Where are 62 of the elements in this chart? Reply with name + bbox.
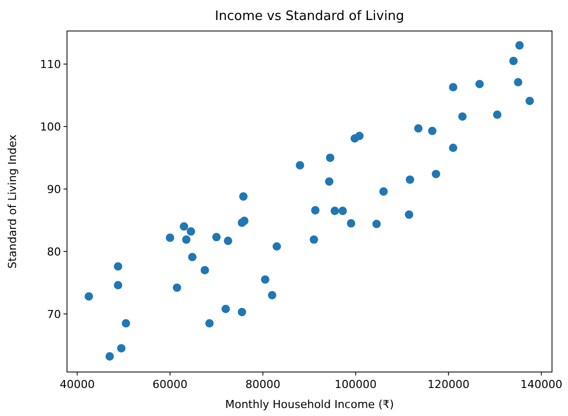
point: [296, 161, 304, 170]
point: [372, 220, 381, 228]
point: [117, 344, 126, 352]
x-tick-label: 100000: [334, 378, 377, 391]
point: [475, 80, 484, 88]
point: [311, 206, 320, 214]
y-tick-label: 100: [40, 120, 61, 134]
x-tick-label: 60000: [152, 378, 188, 391]
y-tick-label: 90: [47, 182, 61, 196]
point: [404, 210, 414, 219]
point: [172, 283, 182, 292]
point: [514, 78, 522, 86]
point: [428, 126, 436, 136]
point: [114, 280, 122, 290]
point: [493, 110, 502, 119]
point: [114, 262, 122, 271]
point: [166, 234, 174, 242]
point: [240, 216, 248, 226]
point: [414, 124, 423, 133]
point: [379, 187, 388, 196]
point: [515, 41, 524, 50]
point: [212, 232, 221, 242]
y-tick-label: 110: [40, 58, 61, 71]
point: [200, 266, 210, 274]
point: [346, 219, 356, 228]
point: [310, 235, 318, 244]
point: [448, 144, 458, 152]
point: [238, 308, 246, 316]
point: [260, 275, 270, 284]
point: [325, 177, 334, 186]
point: [458, 112, 467, 121]
point: [188, 252, 197, 262]
y-tick-label: 70: [47, 308, 61, 321]
x-tick-label: 40000: [60, 378, 95, 391]
point: [448, 83, 458, 92]
point: [432, 170, 440, 178]
point: [182, 235, 190, 244]
point: [106, 352, 114, 361]
point: [186, 227, 196, 236]
point: [326, 154, 334, 162]
point: [406, 175, 414, 184]
point: [268, 290, 276, 300]
point: [355, 132, 364, 140]
y-axis-title: Standard of Living Index: [6, 134, 19, 269]
x-tick-label: 80000: [245, 378, 280, 391]
point: [222, 304, 230, 314]
x-tick-label: 120000: [428, 378, 470, 391]
point: [338, 206, 347, 216]
point: [180, 222, 188, 231]
point: [526, 96, 534, 106]
point: [205, 319, 214, 328]
point: [509, 56, 518, 66]
point: [272, 242, 281, 251]
point: [239, 192, 248, 201]
y-tick-label: 80: [47, 245, 61, 258]
point: [330, 206, 339, 216]
point: [224, 236, 232, 246]
point: [84, 292, 94, 301]
x-tick-label: 140000: [520, 378, 562, 391]
point: [122, 319, 130, 328]
chart-title: Income vs Standard of Living: [214, 9, 404, 24]
x-axis-title: Monthly Household Income (₹): [225, 398, 394, 411]
